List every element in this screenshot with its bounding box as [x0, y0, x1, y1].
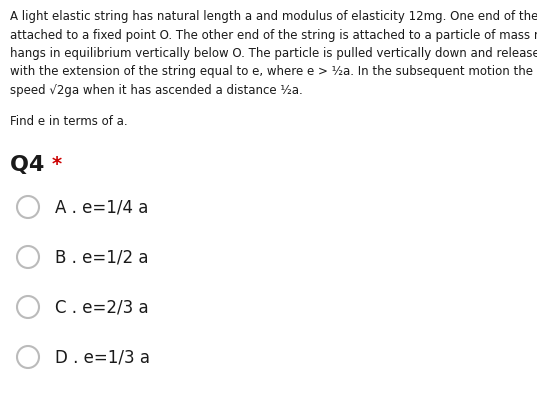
- Text: B . e=1/2 a: B . e=1/2 a: [55, 248, 149, 266]
- Text: D . e=1/3 a: D . e=1/3 a: [55, 348, 150, 366]
- Text: A light elastic string has natural length a and modulus of elasticity 12mg. One : A light elastic string has natural lengt…: [10, 10, 537, 97]
- Text: *: *: [52, 155, 62, 174]
- Text: Find e in terms of a.: Find e in terms of a.: [10, 115, 128, 128]
- Text: Q4: Q4: [10, 155, 52, 174]
- Text: A . e=1/4 a: A . e=1/4 a: [55, 198, 148, 217]
- Text: C . e=2/3 a: C . e=2/3 a: [55, 298, 149, 316]
